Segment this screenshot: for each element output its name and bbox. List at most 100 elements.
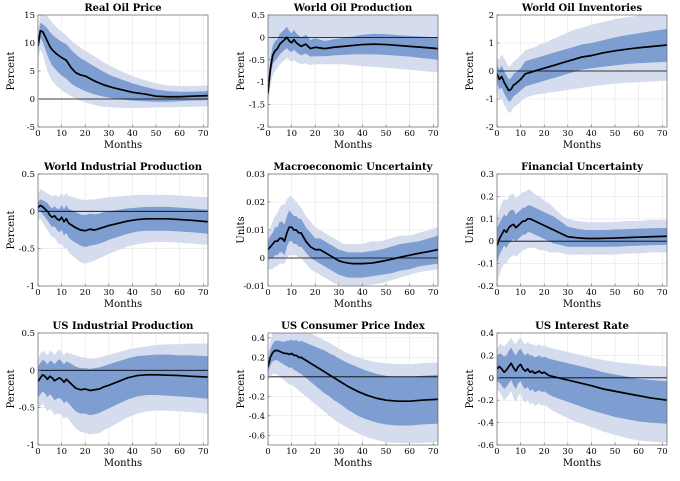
chart-us-interest-rate: 0 10 20 30 40 50 60 70 -0.6 -0.4 -0.2 0 0.2 0.4 US Int… (465, 321, 668, 469)
x-tick-label: 40 (127, 288, 138, 298)
y-tick-label: -0.5 (249, 56, 265, 66)
y-tick-label: -0.2 (249, 392, 265, 402)
chart-us-consumer-price-index: 0 10 20 30 40 50 60 70 -0.6 -0.4 -0.2 0 0.2 0.4 US Con… (236, 321, 439, 469)
y-tick-label: -1 (257, 78, 265, 88)
x-tick-label: 30 (103, 129, 114, 139)
y-tick-label: 0.1 (480, 215, 494, 225)
x-tick-label: 70 (657, 288, 668, 298)
x-tick-label: 60 (633, 129, 644, 139)
x-tick-label: 20 (539, 447, 550, 457)
plot-content (268, 333, 438, 444)
x-tick-label: 70 (198, 129, 209, 139)
y-tick-label: -0.5 (19, 404, 35, 414)
inner-confidence-band (268, 210, 438, 278)
x-axis-label: Months (563, 299, 601, 310)
y-tick-label: -1 (27, 441, 35, 451)
inner-confidence-band (38, 354, 208, 416)
chart-world-industrial-production: 0 10 20 30 40 50 60 70 -1 -0.5 0 0.5 World Industria… (6, 162, 209, 310)
y-tick-label: -2 (257, 123, 265, 133)
x-tick-label: 0 (35, 129, 40, 139)
x-axis-label: Months (104, 299, 142, 310)
y-axis-label: Percent (236, 370, 247, 409)
x-tick-label: 50 (151, 288, 162, 298)
y-tick-label: 0.4 (251, 334, 265, 344)
x-tick-label: 60 (633, 288, 644, 298)
x-tick-label: 30 (562, 129, 573, 139)
x-tick-label: 50 (381, 288, 392, 298)
y-tick-label: -0.2 (478, 396, 494, 406)
plot-content (497, 15, 667, 113)
y-axis-label: Percent (236, 52, 247, 91)
x-axis-label: Months (334, 140, 372, 151)
y-tick-label: 0.3 (480, 170, 494, 180)
inner-confidence-band (497, 29, 667, 102)
y-tick-label: 0.2 (251, 353, 265, 363)
axes-box (37, 332, 209, 446)
impulse-response-line (497, 362, 667, 402)
y-axis-label: Percent (6, 52, 17, 91)
y-tick-label: 0 (30, 366, 35, 376)
chart-title: US Interest Rate (535, 321, 629, 332)
y-axis-label: Percent (6, 370, 17, 409)
axes-box (496, 173, 668, 287)
impulse-response-line (38, 373, 208, 392)
x-tick-label: 20 (310, 288, 321, 298)
x-tick-label: 40 (357, 129, 368, 139)
x-tick-label: 60 (404, 288, 415, 298)
axes-box (267, 14, 439, 128)
y-tick-label: -0.4 (478, 419, 494, 429)
y-tick-label: 0 (260, 373, 265, 383)
x-tick-label: 40 (357, 288, 368, 298)
y-tick-label: 0 (30, 207, 35, 217)
x-tick-label: 40 (127, 129, 138, 139)
x-tick-label: 70 (428, 447, 439, 457)
y-tick-label: -2 (486, 123, 494, 133)
impulse-response-line (268, 349, 438, 403)
x-tick-label: 60 (404, 129, 415, 139)
x-tick-label: 10 (286, 447, 297, 457)
y-tick-label: 1 (489, 39, 494, 49)
x-tick-label: 0 (35, 447, 40, 457)
y-tick-label: 15 (24, 11, 35, 21)
impulse-response-line (497, 44, 667, 92)
chart-macroeconomic-uncertainty: 0 10 20 30 40 50 60 70-0.0100.010.020.03Macroec… (236, 162, 439, 310)
y-tick-label: 0.03 (246, 170, 265, 180)
y-tick-label: 0 (489, 237, 494, 247)
x-tick-label: 30 (333, 288, 344, 298)
x-tick-label: 40 (127, 447, 138, 457)
y-tick-label: -0.2 (478, 282, 494, 292)
x-tick-label: 20 (310, 129, 321, 139)
x-tick-label: 0 (265, 447, 270, 457)
y-tick-label: 0.01 (246, 226, 265, 236)
x-tick-label: 70 (428, 129, 439, 139)
y-tick-label: -1 (486, 95, 494, 105)
chart-title: US Consumer Price Index (281, 321, 426, 332)
chart-title: World Oil Production (293, 3, 413, 14)
x-tick-label: 40 (586, 129, 597, 139)
chart-world-oil-production: 0 10 20 30 40 50 60 70 -2 -1.5 -1 -0.5 0 0.5 World Oil… (236, 3, 439, 151)
impulse-response-line (268, 36, 438, 94)
x-tick-label: 10 (56, 288, 67, 298)
x-tick-label: 10 (286, 288, 297, 298)
x-tick-label: 20 (80, 447, 91, 457)
y-tick-label: 0.4 (480, 329, 494, 339)
x-tick-label: 60 (404, 447, 415, 457)
y-tick-label: 0 (489, 374, 494, 384)
chart-financial-uncertainty: 0 10 20 30 40 50 60 70 -0.2 -0.1 0 0.1 0.2 0.3 Financi… (465, 162, 668, 310)
inner-confidence-band (38, 22, 208, 102)
y-tick-label: -0.6 (478, 441, 494, 451)
plot-content (268, 196, 438, 286)
x-axis-label: Months (334, 458, 372, 469)
x-tick-label: 20 (80, 129, 91, 139)
y-tick-label: -1.5 (249, 101, 265, 111)
chart-title: Financial Uncertainty (521, 162, 644, 173)
y-tick-label: -0.6 (249, 431, 265, 441)
x-tick-label: 30 (333, 129, 344, 139)
x-tick-label: 70 (657, 447, 668, 457)
x-tick-label: 10 (515, 447, 526, 457)
chart-us-industrial-production: 0 10 20 30 40 50 60 70 -1 -0.5 0 0.5 US Industrial P… (6, 321, 209, 469)
x-tick-label: 70 (428, 288, 439, 298)
y-tick-label: -0.1 (478, 260, 494, 270)
y-tick-label: 0 (260, 254, 265, 264)
x-tick-label: 70 (198, 447, 209, 457)
